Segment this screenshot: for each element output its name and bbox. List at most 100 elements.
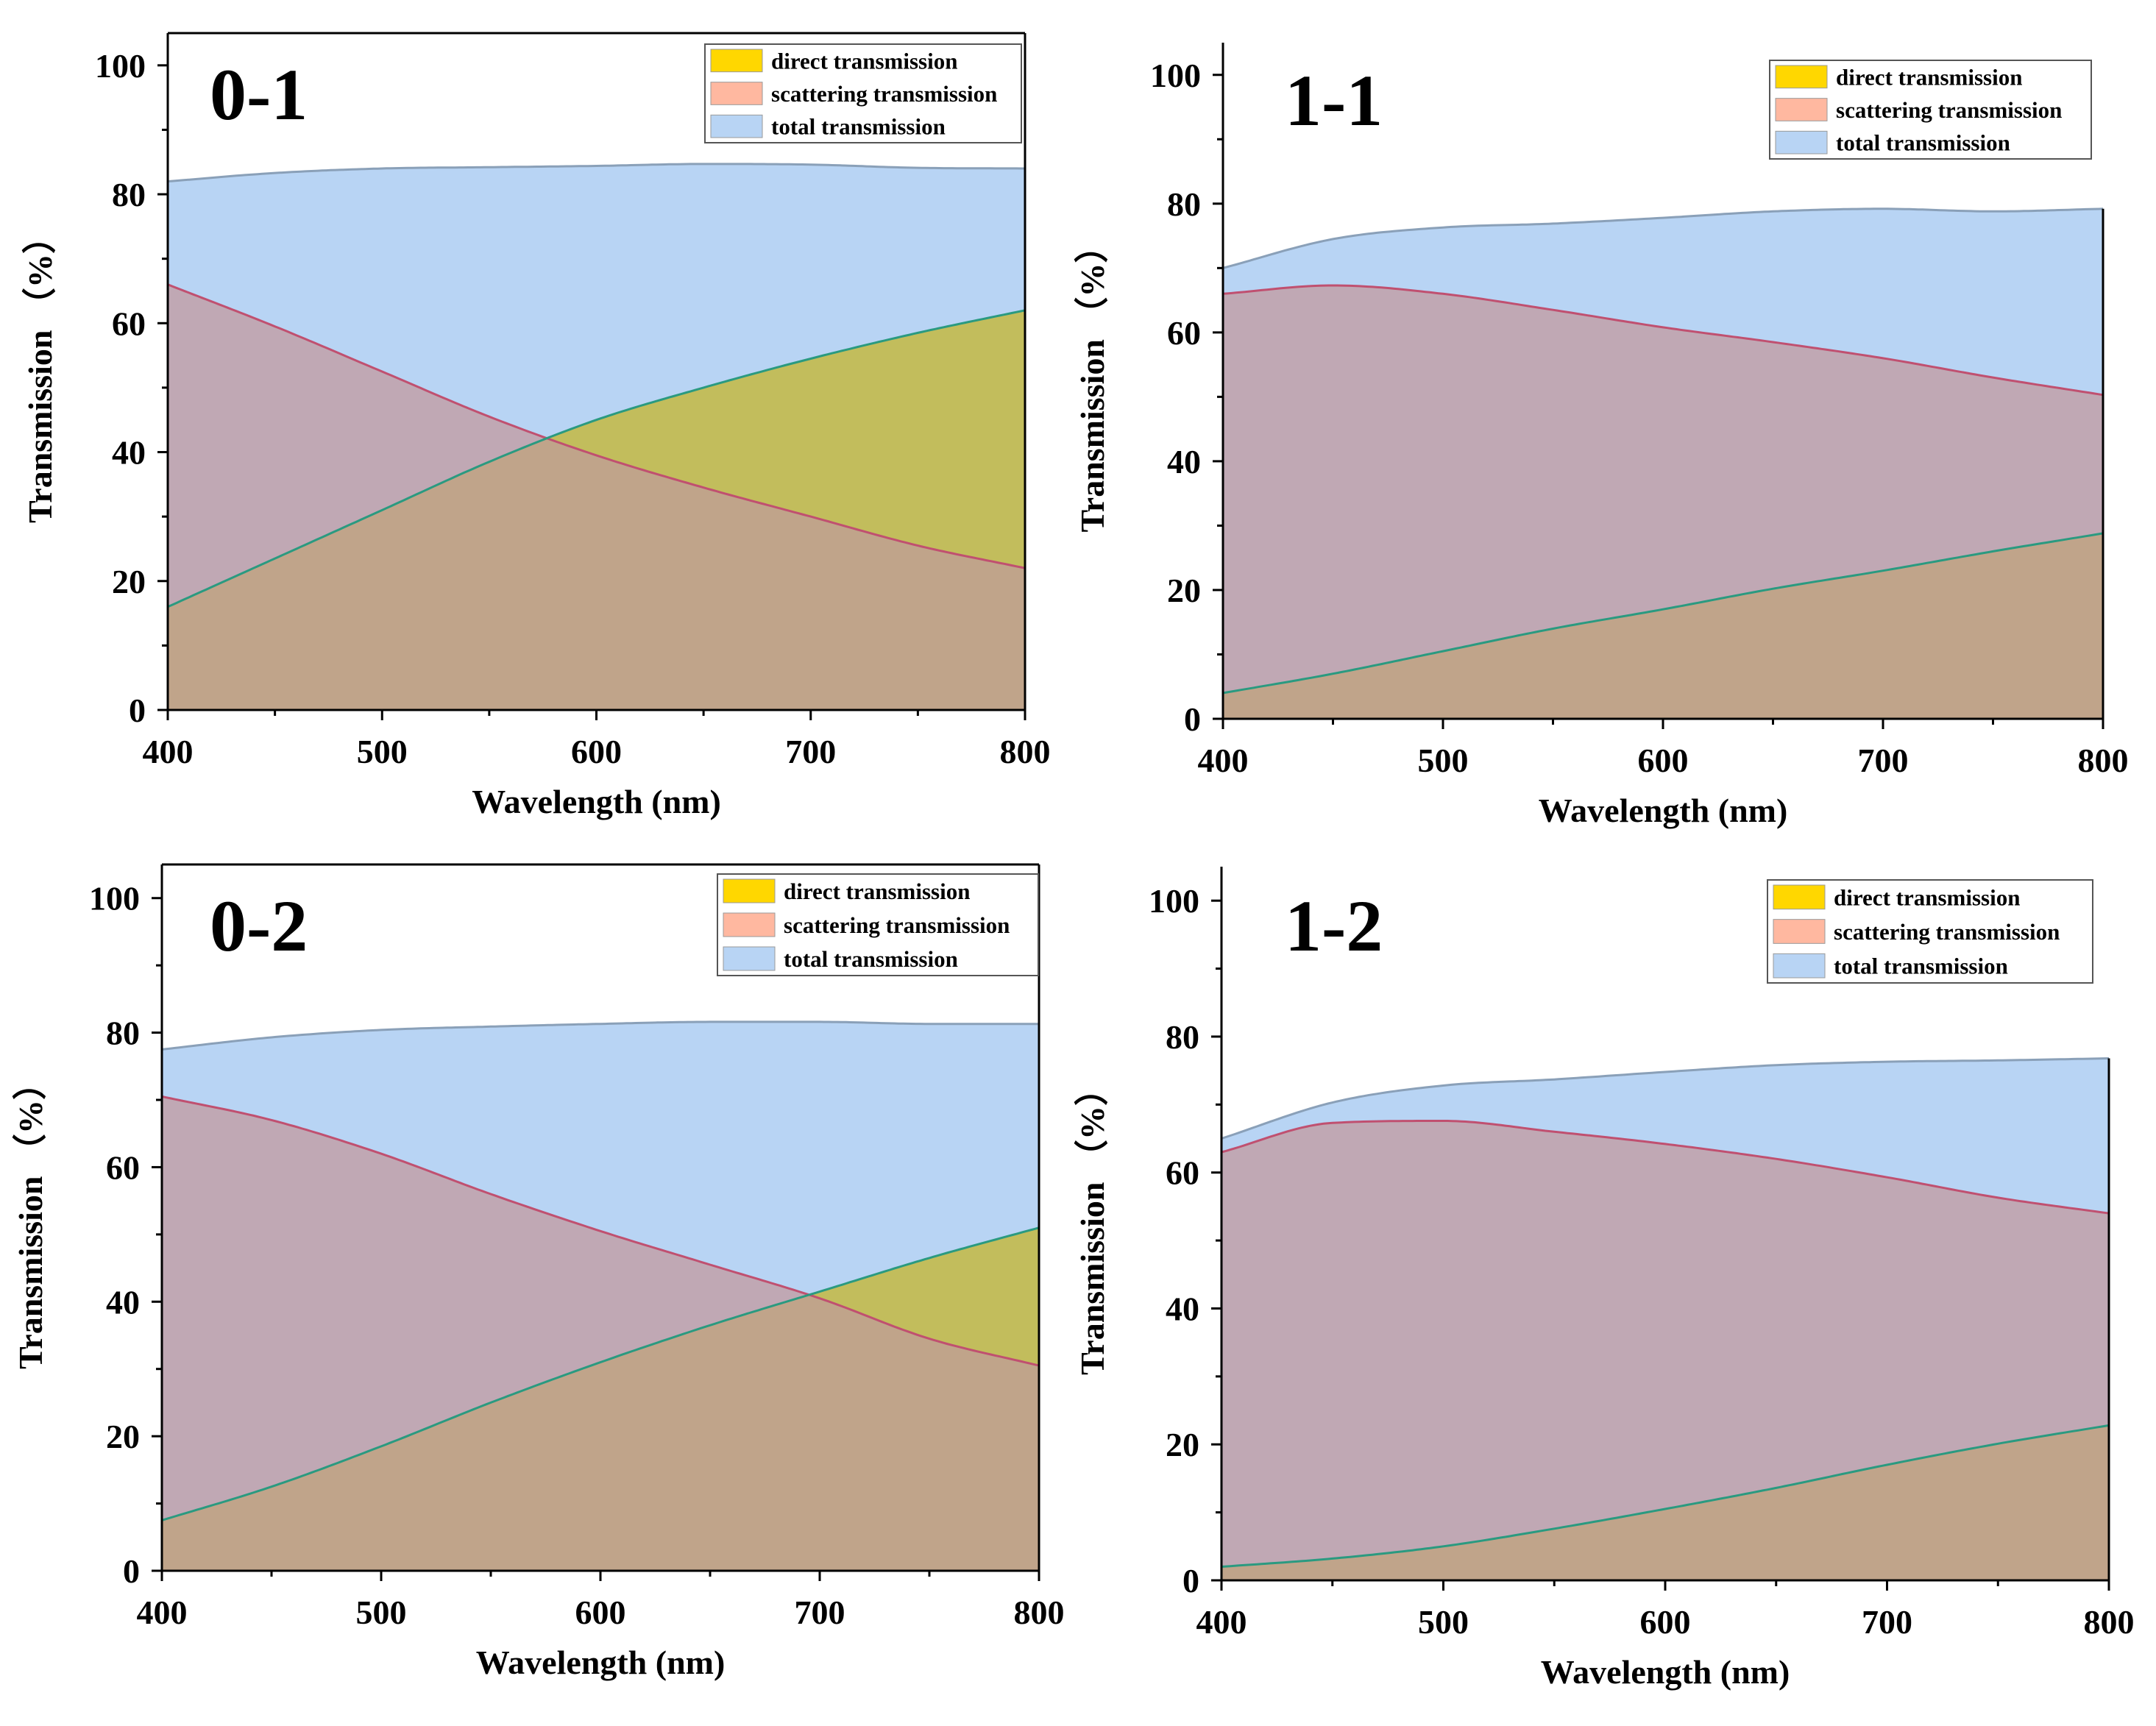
x-tick-label: 500	[1418, 742, 1469, 779]
legend-entry: scattering transmission	[771, 81, 997, 107]
x-tick-label: 400	[143, 733, 194, 770]
legend-swatch	[1775, 65, 1828, 89]
x-tick-label: 800	[2078, 742, 2129, 779]
x-tick-label: 500	[356, 1594, 407, 1631]
y-tick-label: 0	[1184, 700, 1201, 738]
y-tick-label: 100	[1150, 57, 1201, 94]
panel-1-1: 400 500 600 700 800 0 20 40 60 80 100 Wavelength (n…	[1074, 43, 2129, 829]
panel-1-2: 400 500 600 700 800 0 20 40 60 80 100 Wavelength (n…	[1074, 867, 2135, 1691]
y-tick-label: 60	[1166, 1154, 1199, 1192]
legend-entry: scattering transmission	[1834, 919, 2060, 945]
legend-entry: total transmission	[1836, 130, 2010, 156]
legend-swatch	[710, 82, 763, 105]
panel-0-2: 400 500 600 700 800 0 20 40 60 80 100 Wavelength (n…	[12, 863, 1065, 1681]
y-tick-label: 100	[1149, 882, 1199, 920]
panel-label: 0-1	[210, 54, 308, 135]
x-axis-title: Wavelength (nm)	[1541, 1653, 1790, 1691]
direct-transmission-line	[1221, 1424, 2110, 1568]
y-tick-label: 0	[129, 692, 146, 729]
direct-transmission-line	[161, 1226, 1040, 1521]
y-tick-label: 80	[112, 176, 146, 213]
overlap-area	[1221, 1425, 2109, 1580]
y-axis-title: Transmission （%）	[12, 1066, 49, 1369]
x-tick-label: 800	[1000, 733, 1051, 770]
legend-swatch	[710, 49, 763, 73]
legend-entry: direct transmission	[784, 878, 970, 904]
legend-swatch	[710, 114, 763, 138]
y-tick-label: 20	[1167, 572, 1201, 609]
overlap-area	[168, 438, 1025, 710]
total-transmission-line	[161, 1020, 1039, 1051]
legend-entry: total transmission	[771, 114, 946, 140]
x-axis-title: Wavelength (nm)	[472, 783, 721, 820]
y-tick-label: 0	[1182, 1562, 1199, 1599]
direct-transmission-line	[167, 309, 1026, 608]
x-tick-label: 600	[1638, 742, 1689, 779]
panel-label: 1-2	[1285, 885, 1383, 967]
y-tick-label: 100	[95, 47, 146, 85]
y-tick-label: 40	[1166, 1290, 1199, 1327]
x-tick-label: 700	[1862, 1603, 1912, 1641]
y-axis-title: Transmission （%）	[21, 220, 59, 523]
x-tick-label: 700	[1858, 742, 1909, 779]
y-axis-title: Transmission （%）	[1074, 1072, 1111, 1375]
x-axis-title: Wavelength (nm)	[476, 1644, 726, 1681]
overlap-area	[162, 1295, 1039, 1571]
legend: direct transmission scattering transmissi…	[704, 43, 1022, 143]
x-tick-label: 600	[1640, 1603, 1691, 1641]
legend: direct transmission scattering transmissi…	[1769, 60, 2092, 160]
y-tick-label: 20	[106, 1418, 140, 1455]
legend-entry: scattering transmission	[1836, 97, 2062, 123]
legend: direct transmission scattering transmissi…	[717, 873, 1039, 976]
legend-swatch	[1775, 130, 1828, 155]
y-tick-label: 0	[123, 1552, 140, 1590]
x-tick-label: 400	[1198, 742, 1249, 779]
x-tick-label: 800	[1014, 1594, 1065, 1631]
y-tick-label: 20	[1166, 1426, 1199, 1463]
y-tick-label: 100	[89, 880, 140, 917]
legend-swatch	[1773, 919, 1826, 944]
x-tick-label: 500	[1418, 1603, 1469, 1641]
scattering-transmission-line	[1222, 284, 2104, 397]
legend-entry: direct transmission	[771, 48, 957, 74]
y-tick-label: 60	[1167, 314, 1201, 352]
x-tick-label: 600	[575, 1594, 626, 1631]
total-transmission-line	[167, 163, 1025, 182]
y-tick-label: 60	[112, 305, 146, 342]
legend-swatch	[1775, 98, 1828, 121]
y-tick-label: 40	[106, 1283, 140, 1321]
y-tick-label: 80	[1166, 1018, 1199, 1056]
scattering-transmission-line	[167, 283, 1026, 569]
scattering-transmission-line	[161, 1095, 1040, 1367]
overlap-area	[1223, 533, 2103, 719]
total-transmission-line	[1222, 207, 2104, 269]
x-tick-label: 400	[1196, 1603, 1247, 1641]
legend-entry: direct transmission	[1834, 884, 2020, 910]
x-tick-label: 600	[571, 733, 622, 770]
legend-swatch	[723, 912, 776, 937]
y-axis-title: Transmission （%）	[1074, 230, 1111, 533]
x-tick-label: 700	[785, 733, 836, 770]
panel-0-1: 400 500 600 700 800 0 20 40 60 80 100 Wavelength (n…	[21, 32, 1051, 820]
y-tick-label: 40	[1167, 443, 1201, 480]
legend-entry: total transmission	[784, 946, 958, 972]
legend-entry: scattering transmission	[784, 912, 1010, 938]
x-tick-label: 400	[137, 1594, 188, 1631]
x-tick-label: 800	[2084, 1603, 2135, 1641]
scattering-transmission-line	[1221, 1120, 2110, 1215]
legend: direct transmission scattering transmissi…	[1767, 879, 2093, 984]
y-tick-label: 20	[112, 563, 146, 600]
y-tick-label: 40	[112, 434, 146, 472]
x-tick-label: 500	[357, 733, 408, 770]
direct-transmission-line	[1222, 532, 2104, 695]
panel-label: 1-1	[1285, 60, 1383, 141]
panel-label: 0-2	[210, 885, 308, 967]
y-tick-label: 80	[106, 1015, 140, 1052]
legend-entry: total transmission	[1834, 953, 2008, 979]
legend-swatch	[723, 946, 776, 971]
legend-swatch	[1773, 953, 1826, 979]
y-tick-label: 80	[1167, 185, 1201, 223]
x-tick-label: 700	[795, 1594, 845, 1631]
total-transmission-line	[1221, 1057, 2110, 1140]
